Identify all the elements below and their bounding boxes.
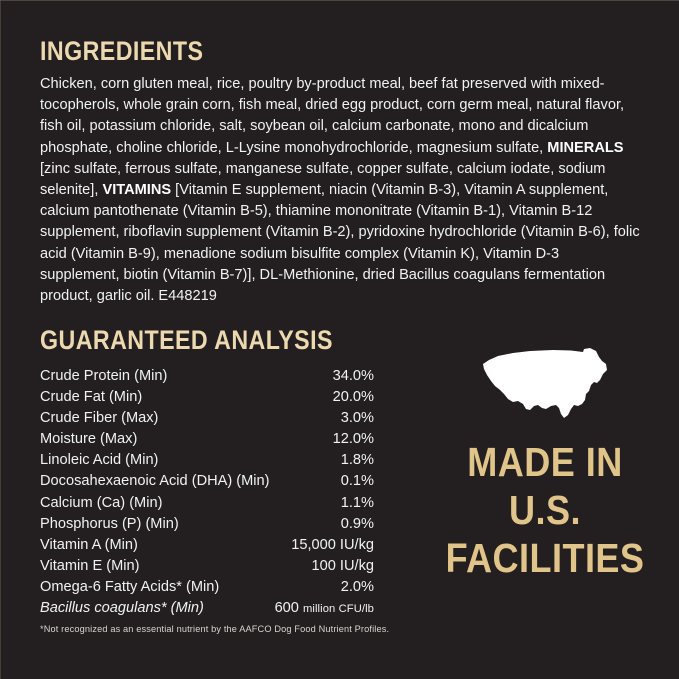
ingredient-run: [zinc sulfate, ferrous sulfate, manganes… <box>40 160 606 199</box>
top-edge-line <box>0 0 679 1</box>
us-map-icon <box>483 348 607 418</box>
analysis-row-label: Vitamin E (Min) <box>40 557 140 574</box>
analysis-row: Docosahexaenoic Acid (DHA) (Min) 0.1% <box>40 471 374 492</box>
analysis-row: Vitamin A (Min) 15,000 IU/kg <box>40 535 374 556</box>
analysis-row-label: Moisture (Max) <box>40 431 138 448</box>
badge-line-us: U.S. <box>509 487 581 533</box>
ingredient-group-label: VITAMINS <box>102 182 172 199</box>
analysis-row-unit: million CFU/lb <box>302 603 374 616</box>
analysis-row: Crude Protein (Min) 34.0% <box>40 366 374 387</box>
ingredient-run: [Vitamin E supplement, niacin (Vitamin B… <box>40 182 640 305</box>
analysis-row: Linoleic Acid (Min) 1.8% <box>40 450 374 471</box>
analysis-row-label: Crude Protein (Min) <box>40 368 168 384</box>
analysis-row: Bacillus coagulans* (Min) 600 million CFU… <box>40 598 374 619</box>
made-in-us-badge: MADE IN U.S. FACILITIES <box>430 346 660 579</box>
analysis-row: Vitamin E (Min) 100 IU/kg <box>40 556 374 577</box>
analysis-row-label: Vitamin A (Min) <box>40 536 138 553</box>
analysis-row-label: Docosahexaenoic Acid (DHA) (Min) <box>40 473 270 490</box>
analysis-row-value: 34.0% <box>332 368 374 384</box>
guaranteed-analysis-heading: GUARANTEED ANALYSIS <box>40 325 333 355</box>
analysis-row-label: Linoleic Acid (Min) <box>40 452 159 469</box>
analysis-row-label: Bacillus coagulans* (Min) <box>40 600 204 617</box>
ingredients-text: Chicken, corn gluten meal, rice, poultry… <box>40 74 642 307</box>
ingredient-run: Chicken, corn gluten meal, rice, poultry… <box>40 76 625 156</box>
left-edge-line <box>0 0 1 679</box>
analysis-row-label: Calcium (Ca) (Min) <box>40 494 163 511</box>
badge-line-made-in: MADE IN <box>467 439 623 485</box>
analysis-row-label: Omega-6 Fatty Acids* (Min) <box>40 578 220 595</box>
analysis-footnote: *Not recognized as an essential nutrient… <box>40 624 390 634</box>
analysis-row-value: 100 IU/kg <box>311 557 374 574</box>
analysis-row-value: 600 million CFU/lb <box>274 600 374 617</box>
analysis-row: Moisture (Max) 12.0% <box>40 429 374 450</box>
analysis-row-value: 0.1% <box>340 473 374 490</box>
badge-line-facilities: FACILITIES <box>445 535 645 581</box>
analysis-row-value: 2.0% <box>340 578 374 595</box>
analysis-row-value: 12.0% <box>332 431 374 448</box>
analysis-row-label: Phosphorus (P) (Min) <box>40 515 179 532</box>
ingredient-group-label: MINERALS <box>547 139 624 156</box>
analysis-row: Calcium (Ca) (Min) 1.1% <box>40 493 374 514</box>
guaranteed-analysis-table: Crude Protein (Min) 34.0% Crude Fat (Min) 2… <box>40 366 374 619</box>
analysis-row-value: 3.0% <box>340 410 374 427</box>
analysis-row: Crude Fat (Min) 20.0% <box>40 387 374 408</box>
analysis-row-value: 1.8% <box>340 452 374 469</box>
analysis-row-label: Crude Fat (Min) <box>40 389 143 406</box>
analysis-row-value: 20.0% <box>332 389 374 406</box>
analysis-row-value: 1.1% <box>340 494 374 511</box>
analysis-row-value: 0.9% <box>340 515 374 532</box>
analysis-row: Phosphorus (P) (Min) 0.9% <box>40 514 374 535</box>
analysis-row-value: 15,000 IU/kg <box>291 536 374 553</box>
analysis-row: Omega-6 Fatty Acids* (Min) 2.0% <box>40 577 374 598</box>
ingredients-heading: INGREDIENTS <box>40 36 204 66</box>
analysis-row-label: Crude Fiber (Max) <box>40 410 159 427</box>
analysis-row: Crude Fiber (Max) 3.0% <box>40 408 374 429</box>
